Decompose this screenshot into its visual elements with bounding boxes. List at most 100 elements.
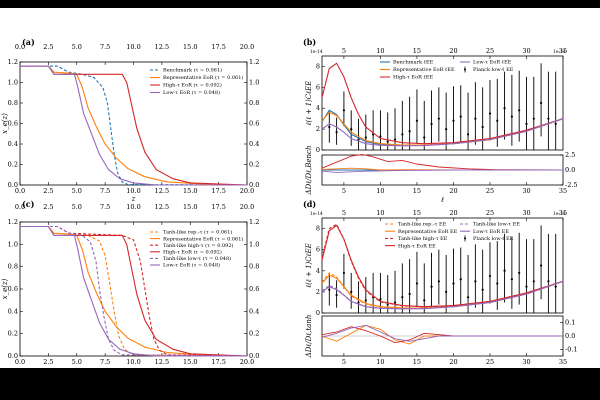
panel-d-top-xtick-label-2: 15 [413, 209, 421, 217]
panel-d-top-xtick-label-6: 35 [559, 209, 567, 217]
panel-c-ytick-right-label-1: 0.2 [249, 330, 259, 338]
panel-b-errorbar-point-23 [496, 119, 499, 122]
panel-c-ytick-label-4: 0.8 [8, 263, 18, 271]
panel-a-ytick-right-label-1: 0.2 [249, 161, 259, 169]
panel-d-ytick-label-2: 4 [316, 267, 320, 275]
panel-c-xtick-label-4: 10.0 [126, 358, 140, 366]
panel-c-xlabel: z [131, 366, 136, 374]
panel-d-errorbar-point-15 [437, 280, 440, 283]
panel-d-ratio-ytick-label-0: 0.1 [565, 319, 575, 327]
panel-d-frame [321, 217, 564, 314]
panel-d-errorbar-point-31 [554, 285, 557, 288]
panel-b-top-xtick-label-2: 15 [413, 47, 421, 55]
panel-b-xtick-label-4: 25 [486, 187, 494, 195]
panel-c-ytick-label-1: 0.2 [8, 330, 18, 338]
panel-b-top-xtick-label-1: 10 [376, 47, 384, 55]
panel-b-errorbar-point-27 [525, 122, 528, 125]
panel-a-top-xtick-label-5: 12.5 [155, 43, 169, 51]
panel-d-xtick-label-2: 15 [413, 358, 421, 366]
panel-a-top-xtick-label-4: 10.0 [126, 43, 140, 51]
legend-entry-a-0: Benchmark (τ = 0.061) [163, 67, 222, 74]
panel-c-top-xtick-label-2: 5.0 [72, 203, 82, 211]
panel-b-top-xtick-label-0: 5 [342, 47, 346, 55]
panel-b-exponent-left: 1e-14 [310, 49, 323, 55]
panel-d-errorbar-point-10 [401, 296, 404, 299]
panel-b-errorbar-point-11 [408, 130, 411, 133]
panel-d-ratio-ytick-label-1: 0.0 [565, 332, 575, 340]
panel-c-xtick-label-7: 17.5 [211, 358, 225, 366]
panel-b-xtick-label-5: 30 [522, 187, 530, 195]
panel-c-label: (c) [22, 199, 35, 209]
panel-d-ratio-series-2 [321, 324, 563, 342]
panel-d-xlabel: ℓ [440, 367, 444, 375]
legend-entry-d-right-0: Tanh-like low-τ EE [473, 222, 520, 228]
panel-d-ylabel: ℓ(ℓ + 1)CℓEE [305, 243, 313, 289]
panel-c-xtick-label-5: 12.5 [155, 358, 169, 366]
panel-d-errorbar-point-24 [503, 269, 506, 272]
panel-d-errorbar-point-2 [342, 271, 346, 274]
panel-c-top-xtick-label-7: 17.5 [211, 203, 225, 211]
panel-a-top-xtick-label-7: 17.5 [211, 43, 225, 51]
panel-d-xtick-label-5: 30 [522, 358, 530, 366]
legend-entry-b-right-0: Low-τ EoR ℓEE [473, 60, 512, 66]
panel-b-ratio-series-2 [321, 153, 564, 171]
panel-c-xtick-label-0: 0.0 [15, 358, 25, 366]
panel-b-errorbar-point-5 [364, 136, 367, 139]
panel-b-xtick-label-6: 35 [559, 187, 567, 195]
panel-b-ratio-ytick-label-2: -2.5 [565, 181, 578, 189]
panel-c-xtick-label-8: 20.0 [240, 358, 254, 366]
panel-c-xtick-label-6: 15.0 [183, 358, 197, 366]
panel-b-top-xtick-label-3: 20 [449, 47, 457, 55]
panel-b-errorbar-point-29 [539, 101, 543, 105]
panel-d-exponent-left: 1e-14 [310, 211, 323, 217]
panel-b-frame [321, 55, 564, 151]
panel-d-series-5 [321, 280, 564, 310]
panel-a-ytick-right-label-2: 0.4 [249, 140, 259, 148]
panel-a-ytick-right-label-0: 0.0 [249, 181, 259, 189]
panel-d-xtick-label-3: 20 [449, 358, 457, 366]
panel-c-ytick-right-label-0: 0.0 [249, 352, 259, 360]
panel-d-errorbar-point-25 [510, 278, 513, 281]
legend-entry-d-right-2: Planck low-ℓ EE [473, 236, 514, 242]
panel-b-errorbar-point-3 [350, 128, 353, 131]
panel-b-errorbar-point-17 [452, 119, 455, 122]
panel-c-ytick-label-3: 0.6 [8, 285, 18, 293]
panel-d-xtick-label-4: 25 [486, 358, 494, 366]
panel-c-series-2 [20, 225, 248, 357]
panel-d-errorbar-point-17 [452, 282, 455, 285]
legend-entry-d-left-1: Representative EoR EE [398, 229, 458, 235]
panel-d-top-xtick-label-1: 10 [376, 209, 384, 217]
panel-d-top-xtick-label-5: 30 [522, 209, 530, 217]
panel-d-ratio-ytick-label-2: -0.1 [565, 345, 578, 353]
panel-d-errorbar-point-20 [474, 280, 477, 283]
panel-c-ytick-label-2: 0.4 [8, 307, 18, 315]
legend-entry-c-0: Tanh-like rep.-τ (τ = 0.061) [163, 229, 232, 236]
panel-b-ratio-ytick-label-1: 0.0 [565, 166, 575, 174]
panel-a-xtick-label-5: 12.5 [155, 187, 169, 195]
panel-a-ytick-right-label-5: 1.0 [249, 79, 259, 87]
panel-d-errorbar-point-21 [481, 288, 484, 291]
panel-c-top-xtick-label-0: 0.0 [15, 203, 25, 211]
legend-entry-c-2: Tanh-like high-τ (τ = 0.092) [163, 242, 234, 249]
panel-c-ytick-label-6: 1.2 [8, 218, 18, 226]
panel-a-series-0 [20, 65, 248, 186]
panel-d-errorbar-point-0 [328, 288, 331, 291]
panel-c-xtick-label-3: 7.5 [100, 358, 110, 366]
panel-b-errorbar-point-13 [423, 136, 426, 139]
panel-c-ytick-right-label-2: 0.4 [249, 307, 259, 315]
panel-b-errorbar-point-20 [474, 117, 477, 120]
panel-d-errorbar-point-22 [488, 274, 492, 278]
panel-d-errorbar-point-11 [408, 292, 411, 296]
panel-c-top-xtick-label-3: 7.5 [100, 203, 110, 211]
panel-c-xtick-label-1: 2.5 [43, 358, 53, 366]
panel-c-xtick-label-2: 5.0 [72, 358, 82, 366]
panel-c-ylabel: x_e(z) [1, 278, 9, 299]
panel-c-top-xtick-label-4: 10.0 [126, 203, 140, 211]
panel-d-xtick-label-0: 5 [342, 358, 346, 366]
panel-d-top-xtick-label-0: 5 [342, 209, 346, 217]
panel-a-xtick-label-7: 17.5 [211, 187, 225, 195]
panel-d-errorbar-point-18 [459, 278, 462, 281]
panel-b-errorbar-point-24 [503, 107, 506, 110]
panel-c-ytick-label-0: 0.0 [8, 352, 18, 360]
